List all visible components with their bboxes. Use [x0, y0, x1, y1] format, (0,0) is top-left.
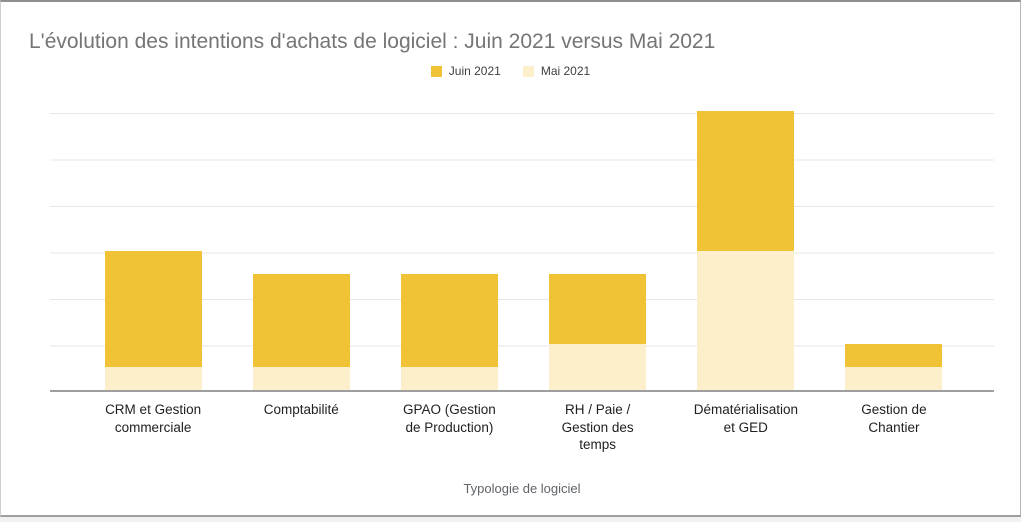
bar-segment-juin-2021[interactable]: [549, 273, 647, 344]
legend: Juin 2021 Mai 2021: [1, 64, 1020, 78]
legend-label-juin: Juin 2021: [448, 64, 501, 78]
category-label-slot: Comptabilité: [227, 401, 375, 454]
chart-plot-area: [50, 111, 994, 392]
stacked-bar: [845, 343, 943, 390]
bar-segment-juin-2021[interactable]: [697, 111, 795, 251]
xaxis-title: Typologie de logiciel: [463, 481, 581, 496]
stacked-bar: [252, 273, 350, 390]
category-label: Comptabilité: [263, 402, 339, 417]
bar-segment-mai-2021[interactable]: [697, 250, 795, 390]
category-label: GPAO (Gestion de Production): [403, 402, 496, 435]
category-label-slot: RH / Paie / Gestion des temps: [524, 401, 672, 454]
bar-slot: [79, 113, 227, 390]
legend-swatch-juin-icon: [430, 65, 442, 77]
bar-segment-juin-2021[interactable]: [104, 250, 202, 367]
bar-slot: [375, 113, 523, 390]
chart-title: L'évolution des intentions d'achats de l…: [29, 30, 716, 53]
bar-slot: [820, 113, 968, 390]
stacked-bar: [549, 273, 647, 390]
stacked-bar: [400, 273, 498, 390]
bar-segment-juin-2021[interactable]: [845, 343, 943, 367]
bar-slot: [672, 111, 820, 390]
category-label: CRM et Gestion commerciale: [105, 402, 202, 435]
legend-label-mai: Mai 2021: [540, 64, 591, 78]
bar-segment-mai-2021[interactable]: [845, 366, 943, 390]
category-label-slot: Dématérialisation et GED: [672, 401, 820, 454]
stacked-bar: [697, 111, 795, 390]
bars-row: [79, 111, 968, 390]
bar-segment-juin-2021[interactable]: [400, 273, 498, 367]
category-labels-row: CRM et Gestion commerciale Comptabilité GP…: [79, 401, 968, 454]
category-label-slot: CRM et Gestion commerciale: [79, 401, 227, 454]
category-label: Dématérialisation et GED: [693, 402, 799, 435]
legend-item-mai-2021[interactable]: Mai 2021: [522, 64, 591, 78]
bar-segment-mai-2021[interactable]: [400, 366, 498, 390]
category-label: Gestion de Chantier: [861, 402, 927, 435]
category-label-slot: Gestion de Chantier: [820, 401, 968, 454]
bar-segment-mai-2021[interactable]: [252, 366, 350, 390]
bar-segment-mai-2021[interactable]: [104, 366, 202, 390]
category-label-slot: GPAO (Gestion de Production): [375, 401, 523, 454]
bar-slot: [227, 113, 375, 390]
stacked-bar: [104, 250, 202, 390]
bar-segment-juin-2021[interactable]: [252, 273, 350, 367]
category-label: RH / Paie / Gestion des temps: [561, 402, 634, 453]
legend-swatch-mai-icon: [522, 65, 534, 77]
bar-slot: [524, 113, 672, 390]
bar-segment-mai-2021[interactable]: [549, 343, 647, 390]
legend-item-juin-2021[interactable]: Juin 2021: [430, 64, 501, 78]
